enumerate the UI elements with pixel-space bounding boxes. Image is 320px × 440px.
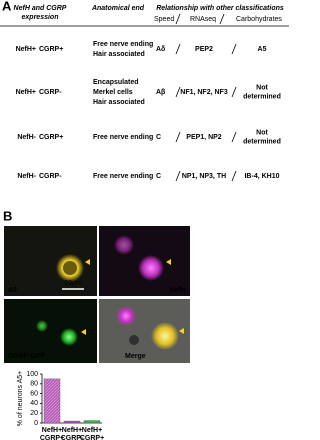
anatomical-end: Free nerve ending xyxy=(93,173,153,180)
rnaseq: NF1, NF2, NF3 xyxy=(180,89,228,96)
cgrp-label: CGRP- xyxy=(39,173,62,180)
image-a5 xyxy=(4,226,97,296)
separator xyxy=(231,170,237,182)
x-tick-label: CGRP+ xyxy=(80,435,104,440)
cgrp-label: CGRP- xyxy=(39,89,62,96)
separator xyxy=(175,86,181,98)
scale-bar-label: 20µm xyxy=(64,280,82,287)
image-label: NefH xyxy=(170,287,186,294)
rnaseq: PEP2 xyxy=(195,46,213,53)
x-tick-label: CGRP- xyxy=(61,435,84,440)
arrowhead xyxy=(85,259,90,265)
nefh-label: NefH+ xyxy=(16,46,36,53)
y-tick-label: 0 xyxy=(34,420,38,427)
column-header: expression xyxy=(22,14,59,21)
image-label: A5 xyxy=(8,287,17,294)
y-tick-label: 100 xyxy=(26,371,38,378)
y-tick-label: 40 xyxy=(30,400,38,407)
speed: C xyxy=(156,173,161,180)
carbohydrates: determined xyxy=(243,93,281,100)
nefh-label: NefH+ xyxy=(16,89,36,96)
bar xyxy=(63,420,81,424)
cgrp-label: CGRP+ xyxy=(39,46,63,53)
y-tick-label: 20 xyxy=(30,410,38,417)
cell xyxy=(116,306,136,326)
nefh-label: NefH- xyxy=(17,173,36,180)
rnaseq: PEP1, NP2 xyxy=(186,134,222,141)
figure: A NefH and CGRP expression Anatomical end Re… xyxy=(0,0,289,440)
cell xyxy=(138,255,164,281)
x-tick-label: NefH+ xyxy=(62,427,82,434)
micrographs xyxy=(4,226,190,363)
nefh-label: NefH- xyxy=(17,134,36,141)
carbohydrates: A5 xyxy=(258,46,267,53)
separator xyxy=(175,170,181,182)
speed: C xyxy=(156,134,161,141)
arrowhead xyxy=(179,328,184,334)
carbohydrates: determined xyxy=(243,138,281,145)
panel-label: B xyxy=(3,208,12,223)
carbohydrates: Not xyxy=(256,129,268,136)
cell xyxy=(151,322,179,350)
x-tick-label: NefH+ xyxy=(42,427,62,434)
arrowhead xyxy=(166,259,171,265)
bar xyxy=(43,378,61,424)
separator xyxy=(231,43,237,55)
speed: Aδ xyxy=(156,46,165,53)
carbohydrates: Not xyxy=(256,84,268,91)
anatomical-end: Free nerve ending xyxy=(93,41,153,48)
column-header: NefH and CGRP xyxy=(14,5,67,12)
y-tick-label: 80 xyxy=(30,381,38,388)
anatomical-end: Hair associated xyxy=(93,99,145,106)
column-header: Relationship with other classifications xyxy=(156,5,284,12)
image-cgrp xyxy=(4,299,97,363)
anatomical-end: Hair associated xyxy=(93,51,145,58)
speed: Aβ xyxy=(156,89,166,96)
separator xyxy=(231,86,237,98)
sub-header: RNAseq xyxy=(190,16,216,23)
y-axis-label: % of neurons A5+ xyxy=(17,371,24,426)
cell xyxy=(114,235,134,255)
column-header: Anatomical end xyxy=(91,5,145,12)
panel-label: A xyxy=(2,0,12,13)
separator xyxy=(219,13,225,25)
rnaseq: NP1, NP3, TH xyxy=(182,173,226,180)
bar xyxy=(83,420,101,424)
separator xyxy=(175,43,181,55)
sub-header: Carbohydrates xyxy=(236,16,282,23)
x-tick-label: CGRP+ xyxy=(40,435,64,440)
carbohydrates: IB-4, KH10 xyxy=(244,173,279,180)
anatomical-end: Free nerve ending xyxy=(93,134,153,141)
cell xyxy=(60,328,78,346)
arrowhead xyxy=(81,329,86,335)
separator xyxy=(231,131,237,143)
cell xyxy=(36,320,48,332)
cgrp-label: CGRP+ xyxy=(39,134,63,141)
image-label: Merge xyxy=(125,353,146,360)
y-tick-label: 60 xyxy=(30,390,38,397)
separator xyxy=(175,13,181,25)
cell xyxy=(129,335,139,345)
x-tick-label: NefH+ xyxy=(82,427,102,434)
anatomical-end: Merkel cells xyxy=(93,89,133,96)
sub-header: Speed xyxy=(154,16,174,23)
anatomical-end: Encapsulated xyxy=(93,79,139,86)
image-label: CGRP-GFP xyxy=(8,353,45,360)
separator xyxy=(175,131,181,143)
cell-core xyxy=(63,261,77,275)
